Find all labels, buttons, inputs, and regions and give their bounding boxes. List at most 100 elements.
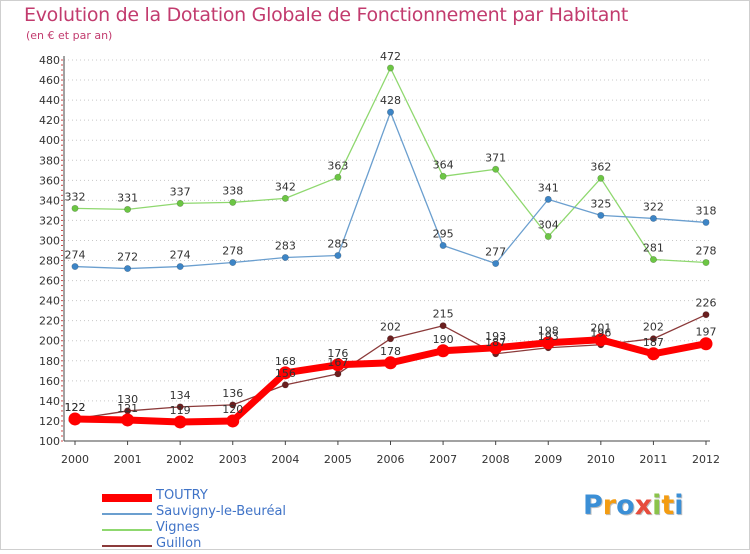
legend-swatch bbox=[102, 529, 152, 531]
x-tick-label: 2011 bbox=[639, 453, 667, 466]
data-point bbox=[334, 173, 342, 181]
data-label: 331 bbox=[117, 191, 138, 204]
data-label: 274 bbox=[65, 249, 86, 262]
logo-letter: t bbox=[661, 490, 675, 521]
data-point bbox=[71, 263, 79, 271]
data-point bbox=[594, 333, 608, 347]
logo-letter: i bbox=[652, 490, 662, 521]
data-point bbox=[121, 413, 135, 427]
data-label: 176 bbox=[327, 347, 348, 360]
x-tick-label: 2010 bbox=[587, 453, 615, 466]
data-point bbox=[439, 241, 447, 249]
x-tick-label: 2007 bbox=[429, 453, 457, 466]
y-tick-label: 340 bbox=[39, 194, 60, 207]
data-label: 278 bbox=[222, 245, 243, 258]
y-tick-label: 140 bbox=[39, 395, 60, 408]
y-tick-label: 200 bbox=[39, 335, 60, 348]
data-point bbox=[281, 381, 289, 389]
legend-label: Guillon bbox=[156, 536, 202, 551]
y-tick-label: 160 bbox=[39, 375, 60, 388]
data-label: 198 bbox=[538, 325, 559, 338]
data-point bbox=[649, 214, 657, 222]
legend-label: Sauvigny-le-Beuréal bbox=[156, 504, 287, 519]
data-point bbox=[541, 336, 555, 350]
data-point bbox=[124, 205, 132, 213]
data-label: 193 bbox=[485, 330, 506, 343]
x-tick-label: 2012 bbox=[692, 453, 720, 466]
y-tick-label: 280 bbox=[39, 255, 60, 268]
data-label: 337 bbox=[170, 185, 191, 198]
y-tick-label: 360 bbox=[39, 174, 60, 187]
y-tick-label: 460 bbox=[39, 74, 60, 87]
data-point bbox=[281, 254, 289, 262]
data-label: 272 bbox=[117, 251, 138, 264]
data-label: 187 bbox=[485, 336, 506, 349]
y-tick-label: 300 bbox=[39, 234, 60, 247]
data-label: 332 bbox=[65, 190, 86, 203]
y-tick-label: 420 bbox=[39, 114, 60, 127]
x-tick-label: 2005 bbox=[324, 453, 352, 466]
data-point bbox=[439, 172, 447, 180]
logo-letter: i bbox=[674, 490, 684, 521]
data-point bbox=[597, 211, 605, 219]
data-label: 119 bbox=[170, 404, 191, 417]
y-tick-label: 320 bbox=[39, 214, 60, 227]
data-label: 318 bbox=[696, 204, 717, 217]
x-tick-label: 2003 bbox=[219, 453, 247, 466]
data-point bbox=[176, 403, 184, 411]
y-tick-label: 400 bbox=[39, 134, 60, 147]
data-label: 322 bbox=[643, 200, 664, 213]
data-point bbox=[229, 401, 237, 409]
data-label: 277 bbox=[485, 246, 506, 259]
data-label: 187 bbox=[643, 336, 664, 349]
data-label: 363 bbox=[327, 159, 348, 172]
data-point bbox=[386, 108, 394, 116]
y-tick-label: 480 bbox=[39, 54, 60, 67]
data-point bbox=[229, 198, 237, 206]
data-label: 134 bbox=[170, 389, 191, 402]
data-label: 285 bbox=[327, 238, 348, 251]
data-point bbox=[646, 347, 660, 361]
data-label: 120 bbox=[222, 403, 243, 416]
data-point bbox=[544, 232, 552, 240]
data-point bbox=[702, 311, 710, 319]
data-label: 193 bbox=[538, 330, 559, 343]
legend-swatch bbox=[102, 513, 152, 515]
data-label: 278 bbox=[696, 245, 717, 258]
data-point bbox=[226, 414, 240, 428]
y-tick-label: 440 bbox=[39, 94, 60, 107]
data-label: 283 bbox=[275, 240, 296, 253]
logo-letter: o bbox=[616, 490, 635, 521]
data-label: 201 bbox=[590, 322, 611, 335]
data-point bbox=[384, 356, 397, 370]
data-label: 168 bbox=[275, 355, 296, 368]
proxiti-logo: Proxiti bbox=[583, 490, 684, 521]
data-point bbox=[331, 358, 345, 372]
logo-letter: r bbox=[602, 490, 617, 521]
data-label: 202 bbox=[643, 321, 664, 334]
data-point bbox=[439, 322, 447, 330]
legend-label: TOUTRY bbox=[156, 488, 208, 503]
logo-letter: x bbox=[634, 490, 653, 521]
data-label: 274 bbox=[170, 249, 191, 262]
chart-subtitle: (en € et par an) bbox=[26, 29, 113, 42]
data-label: 428 bbox=[380, 94, 401, 107]
data-label: 215 bbox=[433, 308, 454, 321]
data-point bbox=[597, 174, 605, 182]
logo-letter: P bbox=[583, 490, 603, 521]
y-axis: 100 120 140 160 180 200 220 240 260 280 300 320 340 3… bbox=[39, 54, 65, 448]
x-tick-label: 2002 bbox=[166, 453, 194, 466]
data-label: 167 bbox=[327, 356, 348, 369]
data-label: 281 bbox=[643, 242, 664, 255]
legend-swatch bbox=[102, 545, 152, 547]
data-label: 341 bbox=[538, 181, 559, 194]
data-label: 472 bbox=[380, 50, 401, 63]
y-tick-label: 240 bbox=[39, 295, 60, 308]
data-point bbox=[702, 259, 710, 267]
data-label: 121 bbox=[117, 402, 138, 415]
y-tick-label: 180 bbox=[39, 355, 60, 368]
data-label: 295 bbox=[433, 227, 454, 240]
data-label: 122 bbox=[65, 401, 86, 414]
